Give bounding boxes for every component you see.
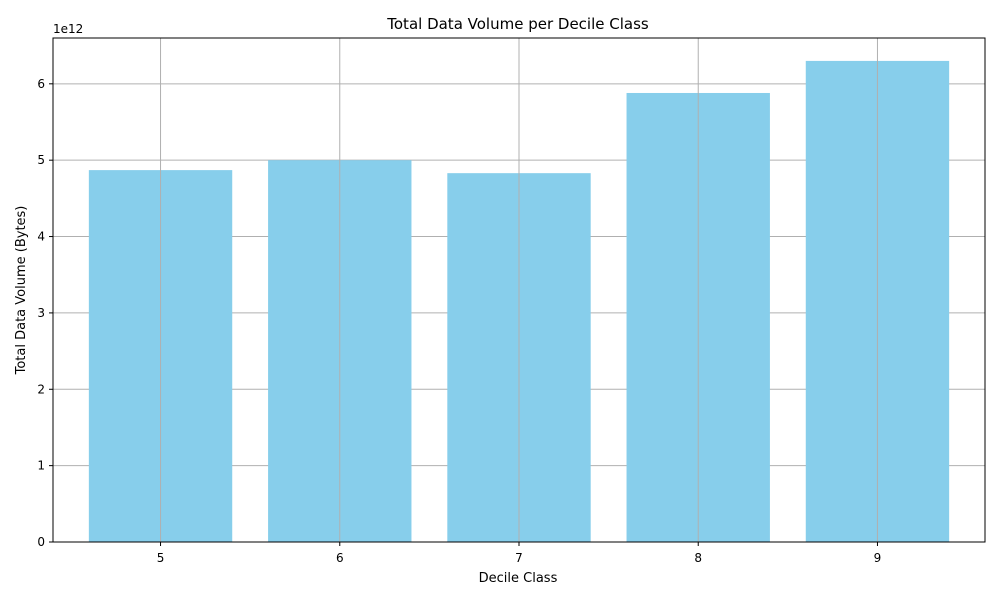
x-tick-label: 7: [515, 551, 523, 565]
x-tick-label: 9: [874, 551, 882, 565]
y-tick-label: 3: [37, 306, 45, 320]
y-tick-label: 5: [37, 153, 45, 167]
y-offset-label: 1e12: [53, 22, 83, 36]
y-tick-label: 4: [37, 230, 45, 244]
y-axis-label: Total Data Volume (Bytes): [14, 206, 29, 376]
y-tick-label: 6: [37, 77, 45, 91]
x-tick-label: 8: [694, 551, 702, 565]
y-tick-label: 1: [37, 459, 45, 473]
vertical-grid-layer: [160, 38, 878, 542]
x-tick-label: 6: [336, 551, 344, 565]
x-ticks-layer: 5 6 7 8 9: [157, 542, 882, 565]
y-ticks-layer: 0 1 2 3 4 5 6: [37, 77, 53, 549]
chart-title: Total Data Volume per Decile Class: [386, 15, 649, 33]
y-tick-label: 2: [37, 382, 45, 396]
x-axis-label: Decile Class: [479, 571, 558, 586]
y-tick-label: 0: [37, 535, 45, 549]
x-tick-label: 5: [157, 551, 165, 565]
